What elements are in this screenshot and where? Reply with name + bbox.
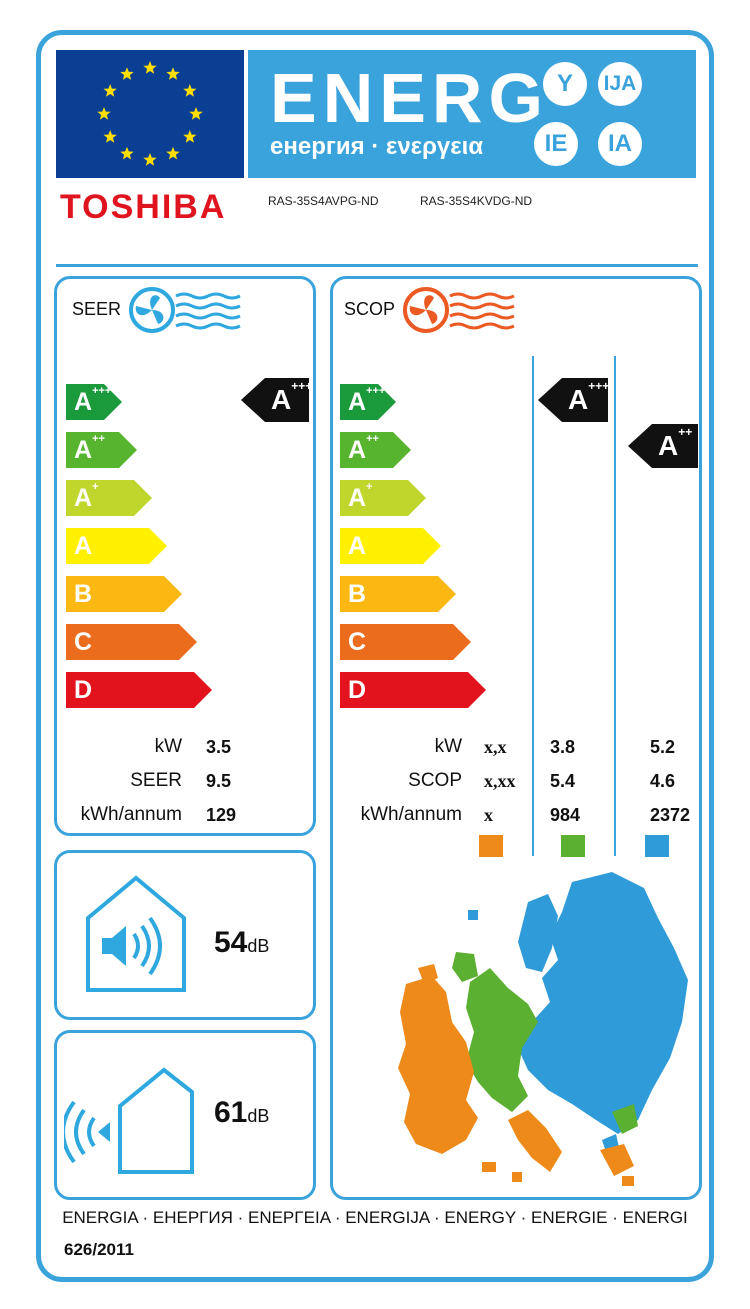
seer-seer-value: 9.5: [206, 771, 232, 791]
eu-star-icon: [97, 107, 111, 120]
indoor-noise-panel: [54, 850, 316, 1020]
regulation-number: 626/2011: [64, 1240, 134, 1259]
scop-scop-colder: x,xx: [484, 771, 516, 791]
scop-class-bar-4: A: [340, 528, 441, 564]
class-plus: +: [92, 481, 99, 493]
cooling-fan-icon: [126, 284, 246, 341]
lang-suffix-ie: IE: [534, 122, 578, 166]
scop-scop-label: SCOP: [408, 770, 462, 791]
class-plus: +: [366, 481, 373, 493]
scop-panel: [330, 276, 702, 1200]
scop-class-bar-5: B: [340, 576, 456, 612]
energy-title: ENERG: [270, 59, 549, 137]
db-unit: dB: [247, 1106, 270, 1126]
class-plus: +++: [92, 385, 112, 397]
europe-climate-zone-map: [382, 872, 694, 1195]
lang-suffix-ija: IJA: [598, 62, 642, 106]
eu-star-icon: [166, 67, 180, 80]
seer-class-bar-2: A++: [66, 432, 137, 468]
scop-class-bar-6: C: [340, 624, 471, 660]
scop-title: SCOP: [344, 299, 396, 319]
outdoor-noise-value: 61dB: [214, 1096, 270, 1129]
eu-star-icon: [103, 130, 117, 143]
eu-star-icon: [183, 130, 197, 143]
scop-scop-warmer: 4.6: [650, 771, 676, 791]
class-letter: B: [348, 580, 367, 608]
average-zone-swatch: [561, 835, 585, 857]
heating-fan-icon: [400, 284, 520, 341]
scop-class-bar-7: D: [340, 672, 486, 708]
class-letter: A: [348, 388, 367, 416]
seer-kwh-label: kWh/annum: [80, 804, 182, 825]
class-letter: A: [74, 484, 93, 512]
seer-kwh-value: 129: [206, 805, 237, 825]
class-plus: ++: [366, 433, 379, 445]
seer-kw-value: 3.5: [206, 737, 232, 757]
model-indoor: RAS-35S4AVPG-ND: [268, 194, 379, 208]
class-letter: D: [74, 676, 93, 704]
lang-suffix-ia: IA: [598, 122, 642, 166]
outdoor-noise-panel: [54, 1030, 316, 1200]
scop-kw-warmer: 5.2: [650, 737, 676, 757]
class-letter: C: [74, 628, 93, 656]
scop-kwh-average: 984: [550, 805, 581, 825]
indoor-noise-icon: [84, 872, 188, 1001]
scop-scop-average: 5.4: [550, 771, 576, 791]
class-letter: D: [348, 676, 367, 704]
brand-logo: TOSHIBA: [60, 188, 227, 226]
seer-kw-label: kW: [154, 736, 182, 757]
eu-star-icon: [103, 84, 117, 97]
class-letter: A: [74, 532, 93, 560]
db-unit: dB: [247, 936, 270, 956]
energy-subtitle: енергия · ενεργεια: [270, 133, 484, 160]
class-letter: A: [348, 532, 367, 560]
eu-star-icon: [120, 146, 134, 160]
scop-kw-label: kW: [434, 736, 462, 757]
lang-suffix-y: Y: [543, 62, 587, 106]
model-outdoor: RAS-35S4KVDG-ND: [420, 194, 533, 208]
scop-kw-average: 3.8: [550, 737, 576, 757]
scop-kwh-warmer: 2372: [650, 805, 691, 825]
class-letter: A: [74, 436, 93, 464]
eu-star-icon: [143, 61, 157, 74]
header-divider: [56, 264, 698, 267]
class-letter: B: [74, 580, 93, 608]
colder-zone-swatch: [479, 835, 503, 857]
scop-kwh-label: kWh/annum: [360, 804, 462, 825]
seer-class-bar-4: A: [66, 528, 167, 564]
scop-kwh-colder: x: [484, 805, 493, 825]
class-plus: +++: [366, 385, 386, 397]
class-letter: A: [348, 436, 367, 464]
class-letter: A: [348, 484, 367, 512]
class-letter: A: [74, 388, 93, 416]
scop-column-divider: [532, 356, 534, 856]
scop-class-bar-3: A+: [340, 480, 426, 516]
footer-languages: ENERGIA · ЕНЕРГИЯ · ΕΝΕΡΓΕΙΑ · ENERGIJA …: [62, 1208, 688, 1227]
scop-kw-colder: x,x: [484, 737, 507, 757]
seer-title: SEER: [72, 299, 122, 319]
eu-flag: [56, 50, 244, 178]
seer-class-bar-3: A+: [66, 480, 152, 516]
class-letter: C: [348, 628, 367, 656]
eu-star-icon: [166, 146, 180, 160]
seer-class-bar-7: D: [66, 672, 212, 708]
eu-star-icon: [189, 107, 203, 120]
class-plus: ++: [92, 433, 105, 445]
warmer-zone-swatch: [645, 835, 669, 857]
eu-star-icon: [143, 153, 157, 166]
eu-star-icon: [120, 67, 134, 80]
seer-seer-label: SEER: [130, 770, 182, 791]
indoor-noise-value: 54dB: [214, 926, 270, 959]
seer-class-bar-5: B: [66, 576, 182, 612]
outdoor-noise-icon: [61, 1066, 194, 1181]
eu-star-icon: [183, 84, 197, 97]
seer-panel: [54, 276, 316, 836]
scop-column-divider: [614, 356, 616, 856]
seer-class-bar-6: C: [66, 624, 197, 660]
